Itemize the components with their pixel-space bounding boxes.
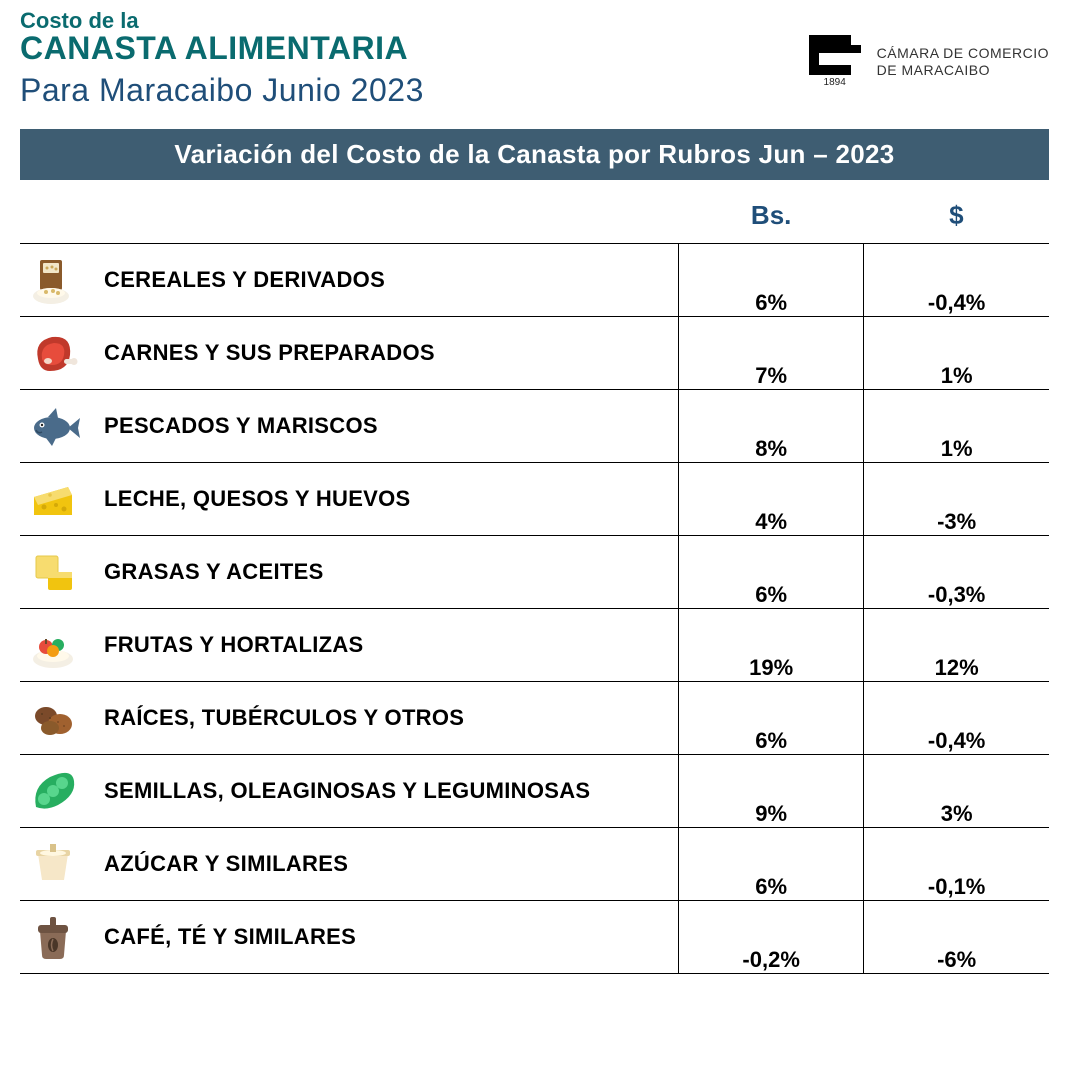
bs-value: 6% — [679, 827, 864, 900]
category-cell: CEREALES Y DERIVADOS — [20, 243, 679, 316]
usd-value: -0,1% — [864, 827, 1049, 900]
table-row: PESCADOS Y MARISCOS 8%1% — [20, 389, 1049, 462]
category-label: RAÍCES, TUBÉRCULOS Y OTROS — [104, 705, 464, 731]
usd-value: -0,4% — [864, 243, 1049, 316]
header: Costo de la CANASTA ALIMENTARIA Para Mar… — [20, 10, 1049, 109]
sugar-icon — [24, 838, 84, 890]
bs-value: 6% — [679, 681, 864, 754]
roots-icon — [24, 692, 84, 744]
table-row: CAFÉ, TÉ Y SIMILARES -0,2%-6% — [20, 900, 1049, 973]
usd-value: -6% — [864, 900, 1049, 973]
category-cell: RAÍCES, TUBÉRCULOS Y OTROS — [20, 681, 679, 754]
logo-mark: 1894 — [805, 35, 865, 88]
title-block: Costo de la CANASTA ALIMENTARIA Para Mar… — [20, 10, 424, 109]
usd-value: -3% — [864, 462, 1049, 535]
table-row: LECHE, QUESOS Y HUEVOS 4%-3% — [20, 462, 1049, 535]
usd-value: -0,4% — [864, 681, 1049, 754]
category-cell: SEMILLAS, OLEAGINOSAS Y LEGUMINOSAS — [20, 754, 679, 827]
title-pretitle: Costo de la — [20, 10, 424, 32]
butter-icon — [24, 546, 84, 598]
logo-block: 1894 CÁMARA DE COMERCIO DE MARACAIBO — [805, 10, 1049, 88]
bs-value: 6% — [679, 243, 864, 316]
category-label: AZÚCAR Y SIMILARES — [104, 851, 348, 877]
category-label: PESCADOS Y MARISCOS — [104, 413, 378, 439]
col-header-bs: Bs. — [679, 190, 864, 244]
bs-value: 19% — [679, 608, 864, 681]
category-label: SEMILLAS, OLEAGINOSAS Y LEGUMINOSAS — [104, 778, 590, 804]
category-label: LECHE, QUESOS Y HUEVOS — [104, 486, 411, 512]
usd-value: 1% — [864, 316, 1049, 389]
col-header-category — [20, 190, 679, 244]
subtitle: Para Maracaibo Junio 2023 — [20, 72, 424, 109]
usd-value: 1% — [864, 389, 1049, 462]
category-label: CAFÉ, TÉ Y SIMILARES — [104, 924, 356, 950]
title-main: CANASTA ALIMENTARIA — [20, 32, 424, 66]
table-row: CEREALES Y DERIVADOS 6%-0,4% — [20, 243, 1049, 316]
table-row: AZÚCAR Y SIMILARES 6%-0,1% — [20, 827, 1049, 900]
meat-icon — [24, 327, 84, 379]
coffee-icon — [24, 911, 84, 963]
logo-year: 1894 — [805, 77, 865, 88]
logo-text-line1: CÁMARA DE COMERCIO — [877, 45, 1049, 62]
category-label: CEREALES Y DERIVADOS — [104, 267, 385, 293]
table-row: RAÍCES, TUBÉRCULOS Y OTROS 6%-0,4% — [20, 681, 1049, 754]
table-row: SEMILLAS, OLEAGINOSAS Y LEGUMINOSAS 9%3% — [20, 754, 1049, 827]
logo-text: CÁMARA DE COMERCIO DE MARACAIBO — [877, 45, 1049, 79]
cereal-icon — [24, 254, 84, 306]
table-row: CARNES Y SUS PREPARADOS 7%1% — [20, 316, 1049, 389]
usd-value: 12% — [864, 608, 1049, 681]
bs-value: 8% — [679, 389, 864, 462]
logo-text-line2: DE MARACAIBO — [877, 62, 1049, 79]
category-label: GRASAS Y ACEITES — [104, 559, 324, 585]
category-cell: PESCADOS Y MARISCOS — [20, 389, 679, 462]
bs-value: 9% — [679, 754, 864, 827]
category-cell: GRASAS Y ACEITES — [20, 535, 679, 608]
fruit-icon — [24, 619, 84, 671]
category-cell: FRUTAS Y HORTALIZAS — [20, 608, 679, 681]
table-row: FRUTAS Y HORTALIZAS 19%12% — [20, 608, 1049, 681]
category-cell: AZÚCAR Y SIMILARES — [20, 827, 679, 900]
bs-value: -0,2% — [679, 900, 864, 973]
usd-value: -0,3% — [864, 535, 1049, 608]
cheese-icon — [24, 473, 84, 525]
col-header-usd: $ — [864, 190, 1049, 244]
variation-table: Bs. $ CEREALES Y DERIVADOS6%-0,4%CARNES … — [20, 190, 1049, 974]
category-cell: LECHE, QUESOS Y HUEVOS — [20, 462, 679, 535]
bs-value: 4% — [679, 462, 864, 535]
peas-icon — [24, 765, 84, 817]
usd-value: 3% — [864, 754, 1049, 827]
bs-value: 6% — [679, 535, 864, 608]
banner-title: Variación del Costo de la Canasta por Ru… — [20, 129, 1049, 180]
category-cell: CAFÉ, TÉ Y SIMILARES — [20, 900, 679, 973]
bs-value: 7% — [679, 316, 864, 389]
table-row: GRASAS Y ACEITES 6%-0,3% — [20, 535, 1049, 608]
logo-icon — [809, 35, 861, 75]
category-cell: CARNES Y SUS PREPARADOS — [20, 316, 679, 389]
fish-icon — [24, 400, 84, 452]
category-label: CARNES Y SUS PREPARADOS — [104, 340, 435, 366]
category-label: FRUTAS Y HORTALIZAS — [104, 632, 364, 658]
